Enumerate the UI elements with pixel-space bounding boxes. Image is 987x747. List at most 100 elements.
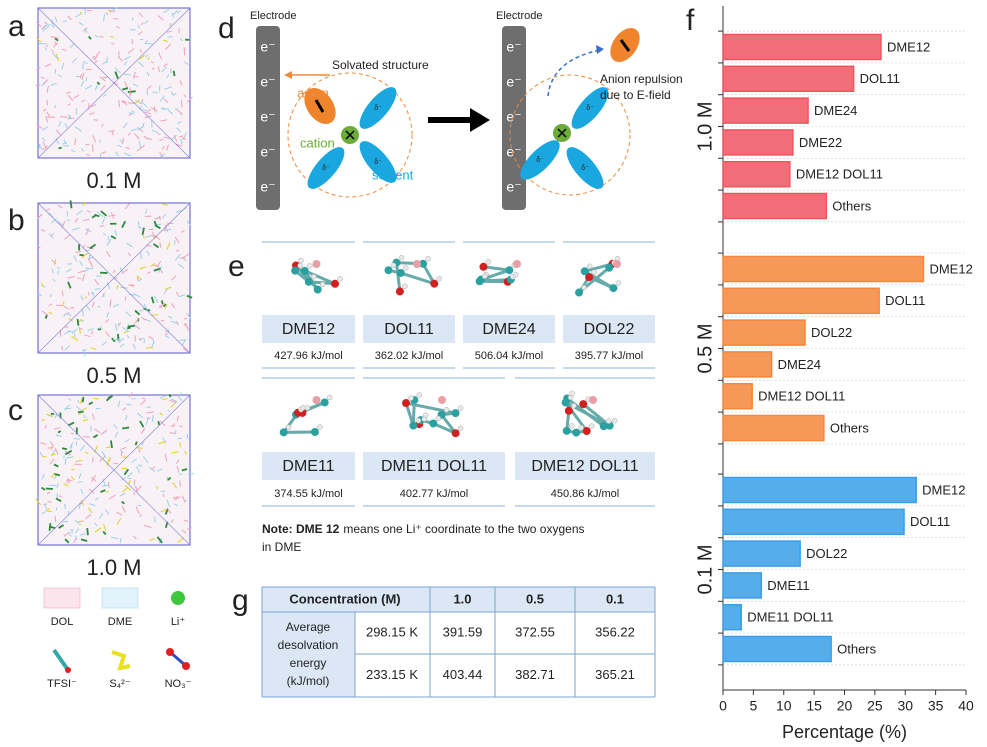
molecule-stroke (173, 135, 178, 142)
molecule-stroke (152, 231, 156, 239)
molecule-stroke (178, 263, 185, 269)
lithium (613, 260, 621, 268)
legend-label: NO₃⁻ (165, 678, 192, 690)
molecule-stroke (126, 326, 131, 330)
molecule-stroke (55, 497, 62, 502)
molecule-stroke (99, 456, 106, 462)
atom (326, 394, 333, 401)
molecule-stroke (48, 212, 54, 218)
molecule-stroke (44, 424, 47, 429)
atom (451, 429, 460, 438)
molecule-stroke (154, 295, 159, 303)
molecule-stroke (70, 476, 75, 480)
atom (398, 254, 405, 261)
molecule-stroke (106, 241, 111, 247)
molecule-stroke (99, 85, 106, 91)
molecule-stroke (176, 127, 181, 133)
molecule-stroke (136, 146, 143, 152)
structure-name: DOL11 (384, 321, 434, 338)
molecule-stroke (61, 290, 64, 297)
molecule-stroke (99, 76, 106, 82)
molecule-stroke (146, 250, 150, 256)
molecule-stroke (97, 305, 101, 308)
molecule-stroke (184, 61, 189, 65)
molecule-stroke (46, 111, 51, 117)
table-label-bg (262, 612, 355, 697)
atom (300, 266, 309, 275)
molecule-stroke (138, 141, 142, 148)
molecule-stroke (75, 250, 82, 254)
x-tick-label: 5 (749, 698, 757, 714)
structure-name: DME11 (282, 458, 334, 475)
atom (408, 395, 414, 401)
atom (425, 256, 431, 262)
molecule-stroke (163, 63, 168, 67)
molecule-stroke (94, 213, 100, 218)
molecule-stroke (111, 337, 116, 343)
molecule-stroke (58, 524, 64, 529)
molecule-stroke (140, 428, 146, 435)
atom (402, 265, 409, 271)
molecule-stroke (114, 67, 121, 74)
atom (337, 276, 343, 282)
atom (599, 422, 608, 431)
molecule-stroke (171, 303, 175, 309)
molecule-stroke (106, 312, 110, 318)
molecule-stroke (109, 440, 113, 449)
atom (615, 280, 622, 286)
atom (572, 428, 581, 437)
molecule-stroke (49, 484, 57, 487)
molecule-stroke (180, 100, 183, 108)
molecule-stroke (89, 243, 97, 250)
molecule-stroke (66, 456, 74, 459)
molecule-stroke (116, 518, 122, 525)
molecule-stroke (137, 504, 142, 507)
table-cell: 365.21 (595, 667, 635, 682)
atom (457, 425, 464, 431)
group-label: 0.1 M (694, 544, 716, 594)
molecule-stroke (115, 25, 120, 29)
molecule-stroke (82, 60, 88, 65)
molecule-stroke (48, 233, 54, 239)
molecule-stroke (72, 227, 80, 231)
molecule-stroke (36, 246, 41, 250)
molecule-stroke (63, 531, 71, 537)
electron: e⁻ (260, 74, 275, 90)
molecule-stroke (74, 459, 83, 463)
molecule-stroke (110, 212, 115, 219)
name-band (463, 315, 555, 343)
molecule-stroke (87, 328, 94, 332)
molecule-stroke (44, 46, 48, 51)
binding-energy: 506.04 kJ/mol (475, 350, 543, 362)
molecule-stroke (146, 85, 152, 90)
molecule-stroke (105, 250, 111, 258)
molecule-stroke (169, 22, 172, 27)
molecule-stroke (124, 152, 132, 157)
molecule-stroke (53, 42, 59, 48)
molecule-stroke (68, 397, 72, 401)
molecule-stroke (142, 122, 145, 127)
molecule-stroke (91, 214, 96, 219)
molecule-stroke (38, 143, 43, 150)
molecule-stroke (84, 334, 91, 338)
molecule-stroke (174, 503, 179, 507)
panel-letter: a (8, 10, 25, 43)
x-tick-label: 0 (719, 698, 727, 714)
molecule-stroke (61, 447, 67, 451)
molecule-stroke (124, 102, 128, 106)
molecule-stroke (46, 413, 53, 417)
atom (568, 423, 575, 429)
molecule-stroke (78, 326, 83, 330)
diagram-label: due to E-field (600, 88, 671, 102)
molecule-stroke (106, 282, 111, 290)
atom (443, 406, 450, 413)
molecule-stroke (157, 468, 163, 472)
molecule-stroke (44, 503, 48, 510)
atom (451, 409, 460, 418)
molecule-stroke (82, 27, 88, 32)
electrode (502, 26, 526, 210)
molecule-stroke (104, 509, 110, 515)
molecule-stroke (134, 133, 140, 140)
molecule-stroke (144, 111, 151, 115)
molecule-stroke (82, 418, 89, 422)
